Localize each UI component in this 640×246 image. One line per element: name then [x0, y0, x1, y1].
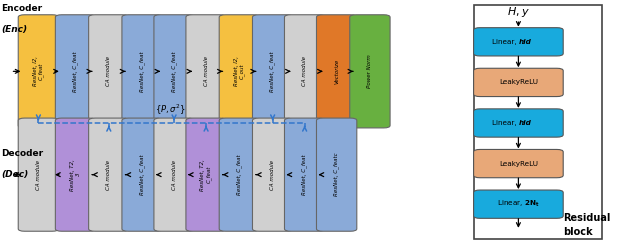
Text: Power Norm: Power Norm	[367, 54, 372, 88]
FancyBboxPatch shape	[284, 118, 324, 231]
FancyBboxPatch shape	[317, 118, 357, 231]
Text: Linear,: Linear,	[492, 39, 518, 45]
Text: LeakyReLU: LeakyReLU	[499, 79, 538, 85]
Text: Vectorize: Vectorize	[334, 59, 339, 84]
FancyBboxPatch shape	[349, 15, 390, 128]
FancyBboxPatch shape	[474, 68, 563, 96]
Text: ResNet, C_feat: ResNet, C_feat	[172, 51, 177, 92]
Text: ResNet, l2,
C_out: ResNet, l2, C_out	[234, 56, 245, 86]
Text: ResNet, C_feat: ResNet, C_feat	[302, 154, 307, 195]
Text: Linear, $\mathbf{2N_t}$: Linear, $\mathbf{2N_t}$	[497, 199, 540, 209]
FancyBboxPatch shape	[154, 15, 195, 128]
FancyBboxPatch shape	[474, 109, 563, 137]
Text: ResNet, l2,
C_feat: ResNet, l2, C_feat	[33, 56, 44, 86]
FancyBboxPatch shape	[252, 118, 292, 231]
Text: $H, y$: $H, y$	[507, 5, 530, 19]
Text: hid: hid	[519, 120, 532, 126]
Text: $\{P, \sigma^2\}$: $\{P, \sigma^2\}$	[155, 103, 186, 117]
Text: hid: hid	[519, 39, 532, 45]
FancyBboxPatch shape	[474, 28, 563, 56]
Text: LeakyReLU: LeakyReLU	[499, 161, 538, 167]
Text: Residual: Residual	[563, 213, 611, 223]
FancyBboxPatch shape	[56, 118, 96, 231]
Text: ResNet, T2,
3: ResNet, T2, 3	[70, 159, 81, 191]
FancyBboxPatch shape	[186, 118, 227, 231]
FancyBboxPatch shape	[18, 15, 59, 128]
FancyBboxPatch shape	[474, 190, 563, 218]
Text: CA module: CA module	[204, 56, 209, 86]
Text: Linear,: Linear,	[492, 120, 518, 126]
FancyBboxPatch shape	[284, 15, 324, 128]
FancyBboxPatch shape	[89, 15, 129, 128]
Text: ResNet, C_feat: ResNet, C_feat	[140, 154, 145, 195]
Text: ResNet, C_feat: ResNet, C_feat	[140, 51, 145, 92]
FancyBboxPatch shape	[252, 15, 292, 128]
Text: Decoder: Decoder	[1, 149, 44, 158]
FancyBboxPatch shape	[317, 15, 357, 128]
FancyBboxPatch shape	[56, 15, 96, 128]
Text: ResNet, C_feat: ResNet, C_feat	[237, 154, 242, 195]
FancyBboxPatch shape	[219, 15, 260, 128]
Text: ResNet, T2,
C_feat: ResNet, T2, C_feat	[200, 159, 212, 191]
Text: CA module: CA module	[172, 160, 177, 190]
Text: block: block	[563, 228, 593, 237]
FancyBboxPatch shape	[219, 118, 260, 231]
Text: ResNet, C_feat: ResNet, C_feat	[73, 51, 78, 92]
Text: CA module: CA module	[302, 56, 307, 86]
Text: ResNet, C_feat: ResNet, C_feat	[270, 51, 275, 92]
Text: CA module: CA module	[36, 160, 41, 190]
FancyBboxPatch shape	[89, 118, 129, 231]
FancyBboxPatch shape	[154, 118, 195, 231]
FancyBboxPatch shape	[186, 15, 227, 128]
FancyBboxPatch shape	[122, 15, 163, 128]
FancyBboxPatch shape	[18, 118, 59, 231]
Text: CA module: CA module	[106, 160, 111, 190]
Text: CA module: CA module	[270, 160, 275, 190]
FancyBboxPatch shape	[474, 149, 563, 178]
Text: CA module: CA module	[106, 56, 111, 86]
Text: (Dec): (Dec)	[1, 170, 29, 179]
Text: (Enc): (Enc)	[1, 25, 28, 34]
FancyBboxPatch shape	[122, 118, 163, 231]
Text: ResNet, C_featc: ResNet, C_featc	[334, 153, 339, 197]
Text: Encoder: Encoder	[1, 4, 42, 13]
